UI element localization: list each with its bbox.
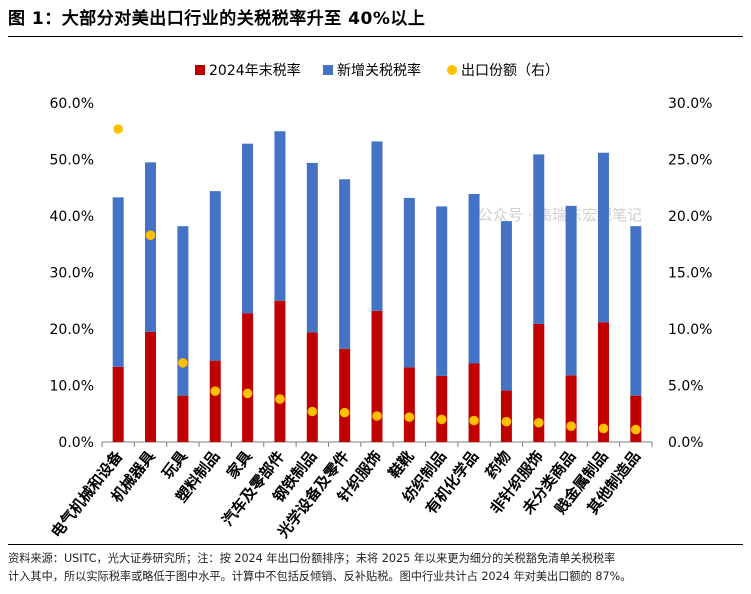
export-share-point [404,412,415,422]
bar-2024-rate [403,367,415,442]
bar-new-tariff [177,226,189,396]
page-title: 图 1：大部分对美出口行业的关税税率升至 40%以上 [8,9,426,29]
export-share-point [598,423,609,434]
bar-2024-rate [565,375,577,442]
bar-new-tariff [403,197,415,368]
y-left-tick-label: 10.0% [50,379,94,395]
legend-label: 新增关税税率 [337,62,421,79]
title-divider [8,36,743,37]
bar-2024-rate [468,363,480,442]
export-share-point [339,407,350,418]
bar-new-tariff [145,162,157,332]
y-right-tick-label: 20.0% [668,209,712,225]
bar-new-tariff [468,193,480,364]
bar-new-tariff [630,226,642,396]
bar-new-tariff [597,152,609,323]
bar-2024-rate [145,331,157,442]
bar-2024-rate [177,395,189,442]
bar-new-tariff [436,206,448,376]
source-note-line-1: 资料来源：USITC，光大证券研究所；注：按 2024 年出口份额排序；未将 2… [8,552,616,565]
source-note-line-2: 计入其中，所以实际税率或略低于图中水平。计算中不包括反倾销、反补贴税。图中行业共… [8,570,632,583]
bar-2024-rate [597,322,609,442]
y-right-tick-label: 5.0% [668,379,704,395]
bars [112,131,642,442]
bar-new-tariff [565,205,577,376]
bar-new-tariff [339,179,351,349]
bar-2024-rate [533,323,545,442]
y-right-tick-label: 25.0% [668,153,712,169]
export-share-point [566,421,576,431]
bar-new-tariff [209,191,221,361]
export-share-point [631,424,641,435]
footer-divider [8,544,743,545]
bar-2024-rate [371,310,383,442]
y-left-tick-label: 40.0% [50,209,94,225]
legend-label: 2024年末税率 [209,62,301,79]
export-share-point [436,414,447,425]
y-left-tick-label: 30.0% [50,266,94,282]
axes: 0.0% 10.0% 20.0% 30.0% 40.0% 50.0% 60.0% 0.0% 5.… [50,96,713,451]
export-share-point [501,416,512,427]
y-right-tick-label: 10.0% [668,322,712,338]
bar-2024-rate [306,332,318,442]
export-share-points [113,124,641,435]
y-right-tick-label: 15.0% [668,266,712,282]
bar-new-tariff [533,154,545,324]
legend-label: 出口份额（右） [461,63,559,79]
export-share-point [113,124,123,134]
bar-new-tariff [112,197,124,367]
legend-swatch [195,65,205,75]
export-share-point [210,386,221,396]
y-right-tick-label: 30.0% [668,96,712,112]
export-share-point [178,358,188,368]
y-left-tick-label: 0.0% [58,435,94,451]
bar-new-tariff [274,131,286,301]
bar-new-tariff [242,143,254,314]
y-left-tick-label: 60.0% [50,96,94,112]
export-share-point [533,417,544,428]
bar-new-tariff [371,141,383,311]
bar-new-tariff [500,221,512,391]
export-share-point [275,394,285,404]
y-left-tick-label: 20.0% [50,322,94,338]
bar-2024-rate [209,360,221,442]
bar-new-tariff [306,162,318,333]
export-share-point [145,230,156,241]
bar-2024-rate [630,395,642,442]
y-right-tick-label: 0.0% [668,435,704,451]
export-share-point [242,388,253,399]
legend-swatch [447,65,457,75]
bar-2024-rate [436,375,448,442]
bar-2024-rate [500,390,512,442]
legend-swatch [323,65,333,75]
bar-2024-rate [112,366,124,442]
bar-2024-rate [339,348,351,442]
bar-2024-rate [274,300,286,442]
y-left-tick-label: 50.0% [50,153,94,169]
export-share-point [307,406,318,417]
export-share-point [372,411,382,421]
export-share-point [469,415,479,426]
legend: 2024年末税率 新增关税税率 出口份额（右） [195,62,559,79]
bar-2024-rate [242,313,254,442]
